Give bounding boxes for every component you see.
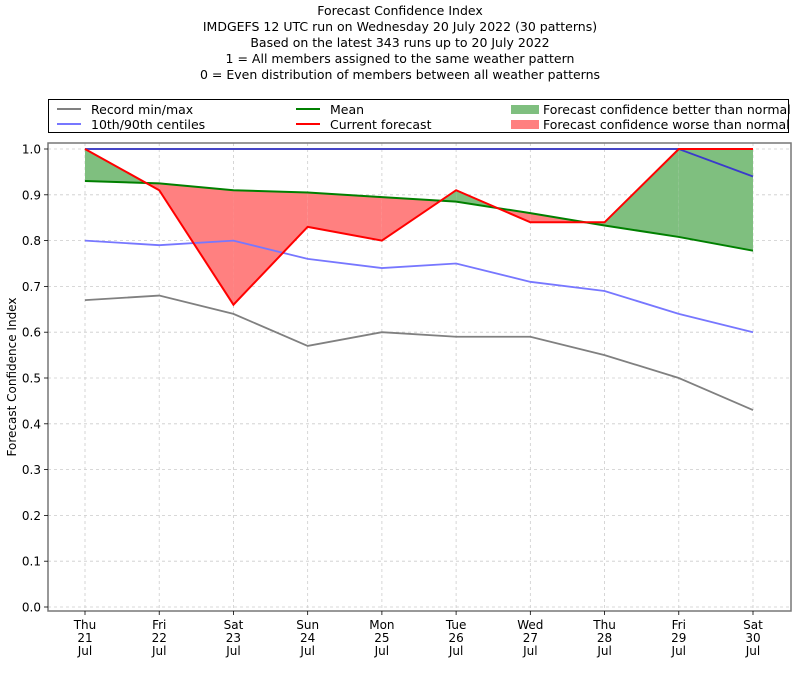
chart-title: Forecast Confidence Index IMDGEFS 12 UTC… xyxy=(0,3,800,83)
title-line-1: Forecast Confidence Index xyxy=(317,3,483,18)
legend-label-mean: Mean xyxy=(330,101,365,117)
legend-label-record: Record min/max xyxy=(91,101,194,117)
fill-better xyxy=(440,190,457,202)
x-tick-label: 24 xyxy=(300,631,315,645)
y-tick-label: 0.3 xyxy=(22,463,41,477)
y-tick-label: 0.1 xyxy=(22,555,41,569)
x-tick-label: 25 xyxy=(374,631,389,645)
legend-swatch-better xyxy=(511,104,539,114)
x-tick-label: 28 xyxy=(597,631,612,645)
legend-label-better: Forecast confidence better than normal xyxy=(543,101,791,117)
legend-swatch-centiles xyxy=(57,123,81,125)
x-tick-label: Jul xyxy=(448,644,463,658)
fill-worse xyxy=(146,182,160,191)
x-tick-label: 29 xyxy=(671,631,686,645)
legend: Record min/max 10th/90th centiles Mean C… xyxy=(48,99,791,133)
legend-item-centiles: 10th/90th centiles xyxy=(57,116,205,132)
fill-worse xyxy=(530,213,586,223)
fill-worse xyxy=(381,197,441,241)
x-tick-label: Jul xyxy=(596,644,611,658)
x-tick-label: Jul xyxy=(522,644,537,658)
y-tick-label: 0.0 xyxy=(22,601,41,615)
x-tick-label: Thu xyxy=(73,618,97,632)
axes-frame xyxy=(47,142,792,612)
x-axis: Thu21JulFri22JulSat23JulSun24JulMon25Jul… xyxy=(73,611,763,658)
x-tick-label: Fri xyxy=(672,618,686,632)
legend-swatch-mean xyxy=(296,108,320,110)
legend-label-current: Current forecast xyxy=(330,116,432,132)
x-tick-label: Jul xyxy=(745,644,760,658)
fill-better xyxy=(456,190,498,209)
x-tick-label: Fri xyxy=(152,618,166,632)
legend-item-mean: Mean xyxy=(296,101,364,117)
x-tick-label: Jul xyxy=(77,644,92,658)
y-tick-label: 0.8 xyxy=(22,234,41,248)
x-tick-label: Thu xyxy=(592,618,616,632)
line-90th-centile xyxy=(85,148,754,178)
title-line-2: IMDGEFS 12 UTC run on Wednesday 20 July … xyxy=(202,19,598,34)
y-tick-label: 0.2 xyxy=(22,509,41,523)
legend-item-record: Record min/max xyxy=(57,101,193,117)
x-tick-label: Sun xyxy=(296,618,319,632)
legend-item-worse: Forecast confidence worse than normal xyxy=(511,116,790,132)
x-tick-label: Sat xyxy=(743,618,763,632)
x-tick-label: Tue xyxy=(445,618,467,632)
legend-swatch-record xyxy=(57,108,81,110)
title-line-3: Based on the latest 343 runs up to 20 Ju… xyxy=(250,35,550,50)
y-tick-label: 0.4 xyxy=(22,417,41,431)
gridlines xyxy=(48,143,791,611)
x-tick-label: Jul xyxy=(225,644,240,658)
line-10th-centile xyxy=(84,239,754,334)
x-tick-label: Jul xyxy=(299,644,314,658)
fill-worse xyxy=(233,190,308,305)
x-tick-label: 27 xyxy=(523,631,538,645)
y-tick-label: 0.9 xyxy=(22,188,41,202)
line-current-forecast xyxy=(84,148,753,307)
x-tick-label: 21 xyxy=(77,631,92,645)
legend-swatch-worse xyxy=(511,119,539,129)
fill-better xyxy=(585,222,605,226)
x-tick-label: Jul xyxy=(671,644,686,658)
y-tick-label: 0.6 xyxy=(22,326,41,340)
line-mean xyxy=(84,180,754,252)
x-tick-label: Mon xyxy=(369,618,394,632)
x-tick-label: Sat xyxy=(224,618,244,632)
x-tick-label: Jul xyxy=(151,644,166,658)
fill-better xyxy=(678,149,753,251)
legend-item-better: Forecast confidence better than normal xyxy=(511,101,791,117)
fill-worse xyxy=(159,183,234,305)
fill-better xyxy=(85,149,147,183)
confidence-fills xyxy=(85,149,753,305)
legend-item-current: Current forecast xyxy=(296,116,431,132)
series-lines xyxy=(84,148,754,411)
y-axis: 0.0 0.1 0.2 0.3 0.4 0.5 0.6 0.7 0.8 0.9 1.0 xyxy=(22,143,48,615)
legend-label-worse: Forecast confidence worse than normal xyxy=(543,116,790,132)
title-line-5: 0 = Even distribution of members between… xyxy=(199,67,601,82)
legend-swatch-current xyxy=(296,123,320,125)
x-tick-label: 30 xyxy=(745,631,760,645)
x-tick-label: 22 xyxy=(152,631,167,645)
x-tick-label: 26 xyxy=(448,631,463,645)
line-record-min xyxy=(84,294,754,411)
y-tick-label: 0.5 xyxy=(22,372,41,386)
fill-worse xyxy=(307,192,382,241)
legend-label-centiles: 10th/90th centiles xyxy=(91,116,206,132)
x-tick-label: Jul xyxy=(374,644,389,658)
x-tick-label: Wed xyxy=(517,618,543,632)
title-line-4: 1 = All members assigned to the same wea… xyxy=(225,51,575,66)
y-axis-label: Forecast Confidence Index xyxy=(5,298,19,457)
y-tick-label: 1.0 xyxy=(22,143,41,157)
fill-better xyxy=(604,149,679,237)
fill-worse xyxy=(497,208,531,223)
y-tick-label: 0.7 xyxy=(22,280,41,294)
x-tick-label: 23 xyxy=(226,631,241,645)
